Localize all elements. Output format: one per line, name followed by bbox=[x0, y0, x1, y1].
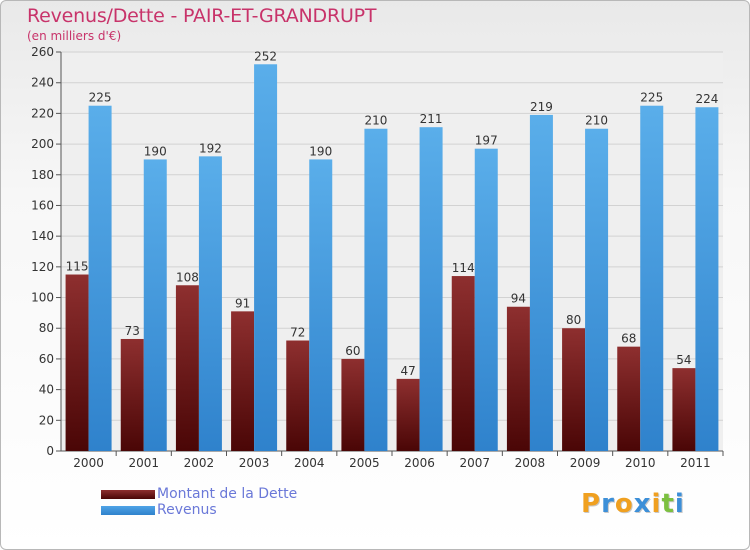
bar-revenus-2008 bbox=[529, 114, 553, 452]
bar-revenus-2000 bbox=[88, 105, 112, 451]
y-tick-label: 20 bbox=[39, 413, 54, 427]
y-tick-label: 240 bbox=[31, 76, 54, 90]
bar-revenus-2006 bbox=[419, 127, 443, 451]
x-tick-label: 2004 bbox=[294, 456, 325, 470]
data-label-dette: 68 bbox=[621, 332, 636, 346]
data-label-revenus: 210 bbox=[364, 114, 387, 128]
data-label-dette: 54 bbox=[676, 353, 691, 367]
data-label-revenus: 225 bbox=[640, 91, 663, 105]
bar-revenus-2007 bbox=[474, 148, 498, 451]
x-tick-label: 2002 bbox=[184, 456, 215, 470]
y-tick-label: 0 bbox=[46, 444, 54, 458]
data-label-revenus: 224 bbox=[695, 92, 718, 106]
data-label-dette: 115 bbox=[66, 260, 89, 274]
y-tick-label: 120 bbox=[31, 260, 54, 274]
data-label-revenus: 190 bbox=[144, 144, 167, 158]
x-tick-label: 2007 bbox=[459, 456, 490, 470]
y-tick-label: 220 bbox=[31, 106, 54, 120]
x-tick-label: 2011 bbox=[680, 456, 711, 470]
bar-dette-2011 bbox=[672, 368, 696, 451]
data-label-dette: 114 bbox=[452, 261, 475, 275]
y-tick-label: 60 bbox=[39, 352, 54, 366]
data-label-dette: 108 bbox=[176, 270, 199, 284]
x-tick-label: 2001 bbox=[128, 456, 159, 470]
chart-subtitle: (en milliers d'€) bbox=[27, 29, 122, 43]
brand-letter: t bbox=[661, 489, 675, 519]
legend-label-revenus: Revenus bbox=[157, 502, 217, 518]
bar-dette-2004 bbox=[286, 340, 310, 451]
y-tick-label: 200 bbox=[31, 137, 54, 151]
data-label-revenus: 225 bbox=[89, 91, 112, 105]
legend-swatch-dette bbox=[101, 490, 155, 499]
data-label-revenus: 192 bbox=[199, 141, 222, 155]
data-label-dette: 60 bbox=[345, 344, 360, 358]
y-tick-label: 260 bbox=[31, 45, 54, 59]
chart-title: Revenus/Dette - PAIR-ET-GRANDRUPT bbox=[27, 5, 377, 27]
data-label-dette: 91 bbox=[235, 296, 250, 310]
brand-letter: o bbox=[614, 489, 634, 519]
bar-revenus-2005 bbox=[364, 128, 388, 451]
x-tick-label: 2003 bbox=[239, 456, 270, 470]
bar-revenus-2011 bbox=[695, 107, 719, 451]
brand-letter: r bbox=[601, 489, 615, 519]
data-label-revenus: 197 bbox=[475, 134, 498, 148]
bar-dette-2008 bbox=[506, 306, 530, 451]
legend-label-dette: Montant de la Dette bbox=[157, 486, 298, 502]
data-label-dette: 80 bbox=[566, 313, 581, 327]
bar-dette-2007 bbox=[451, 276, 475, 451]
data-label-revenus: 211 bbox=[420, 112, 443, 126]
bar-revenus-2009 bbox=[585, 128, 609, 451]
bar-revenus-2004 bbox=[309, 159, 333, 451]
proxiti-logo: Proxiti bbox=[581, 489, 685, 519]
x-tick-label: 2008 bbox=[515, 456, 546, 470]
data-label-dette: 47 bbox=[400, 364, 415, 378]
brand-letter: i bbox=[651, 489, 662, 519]
plot-background bbox=[61, 52, 723, 451]
data-label-revenus: 210 bbox=[585, 114, 608, 128]
brand-letter: i bbox=[674, 489, 685, 519]
data-label-dette: 72 bbox=[290, 326, 305, 340]
x-tick-label: 2005 bbox=[349, 456, 380, 470]
bar-dette-2001 bbox=[120, 338, 144, 451]
bar-revenus-2001 bbox=[143, 159, 167, 451]
bar-dette-2010 bbox=[617, 346, 641, 451]
data-label-dette: 94 bbox=[511, 292, 526, 306]
y-tick-label: 80 bbox=[39, 321, 54, 335]
bar-dette-2003 bbox=[231, 311, 255, 451]
data-label-revenus: 219 bbox=[530, 100, 553, 114]
bar-dette-2009 bbox=[562, 328, 586, 451]
y-tick-label: 100 bbox=[31, 291, 54, 305]
y-tick-label: 160 bbox=[31, 198, 54, 212]
x-tick-label: 2009 bbox=[570, 456, 601, 470]
y-tick-label: 180 bbox=[31, 168, 54, 182]
bar-revenus-2003 bbox=[254, 64, 278, 452]
data-label-revenus: 190 bbox=[309, 144, 332, 158]
bar-revenus-2010 bbox=[640, 105, 664, 451]
x-tick-label: 2010 bbox=[625, 456, 656, 470]
bar-dette-2002 bbox=[175, 285, 199, 451]
bar-dette-2000 bbox=[65, 274, 89, 451]
x-tick-label: 2000 bbox=[73, 456, 104, 470]
brand-letter: x bbox=[633, 489, 652, 519]
x-tick-label: 2006 bbox=[404, 456, 435, 470]
y-tick-label: 140 bbox=[31, 229, 54, 243]
bar-dette-2005 bbox=[341, 358, 365, 451]
bar-dette-2006 bbox=[396, 378, 420, 451]
data-label-revenus: 252 bbox=[254, 49, 277, 63]
bar-revenus-2002 bbox=[198, 156, 222, 451]
legend-swatch-revenus bbox=[101, 506, 155, 515]
data-label-dette: 73 bbox=[125, 324, 140, 338]
brand-letter: P bbox=[581, 489, 602, 519]
y-tick-label: 40 bbox=[39, 383, 54, 397]
